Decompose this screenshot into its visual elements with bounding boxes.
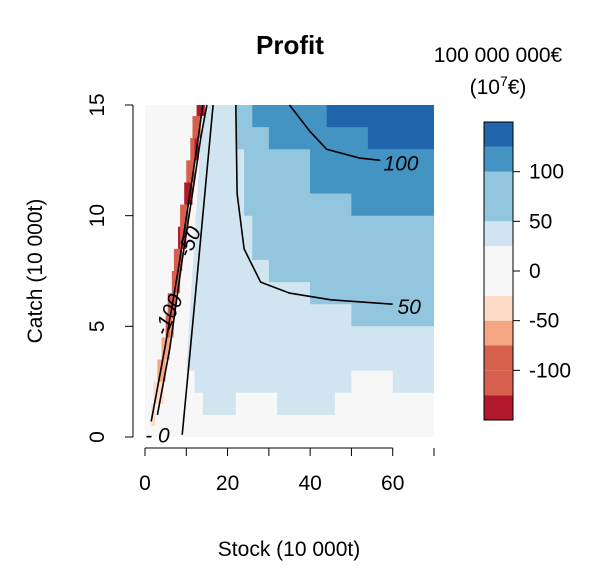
y-axis: 0 5 10 15 (86, 93, 134, 443)
color-legend: 100 000 000€ (107€) 100 50 0 -50 -100 (434, 44, 571, 421)
contour-line (181, 104, 214, 435)
heat-cell (196, 105, 205, 117)
x-tick-label: 40 (298, 472, 321, 495)
y-tick-label: 10 (86, 204, 109, 227)
x-axis: 0 20 40 60 (139, 447, 435, 495)
heat-cell (161, 337, 170, 360)
contour-label: 50 (398, 296, 422, 319)
legend-swatch (484, 345, 513, 371)
legend-swatch (484, 295, 513, 321)
heat-cell (192, 116, 201, 139)
heat-region-100_150 (326, 105, 434, 150)
y-tick-label: 5 (86, 320, 109, 332)
legend-swatch (484, 395, 513, 420)
legend-units-line2: (107€) (470, 73, 527, 99)
contour-line (288, 104, 381, 162)
heat-cell (190, 138, 195, 161)
heat-cell (173, 248, 183, 271)
heat-cell (151, 403, 156, 426)
legend-swatch (484, 320, 513, 346)
legend-swatch (484, 370, 513, 396)
heat-cell (169, 315, 174, 338)
legend-swatch (484, 122, 513, 147)
legend-units-line1: 100 000 000€ (434, 44, 563, 67)
contour-line (235, 104, 393, 305)
legend-swatch (484, 246, 513, 296)
contour-line (150, 104, 204, 422)
contour-label: 100 (383, 152, 418, 175)
legend-tick-label: -100 (529, 359, 571, 382)
legend-swatch (484, 146, 513, 172)
legend-tick-label: 50 (529, 210, 552, 233)
legend-swatch (484, 171, 513, 197)
contour-label: - 0 (145, 425, 170, 448)
x-tick-label: 0 (139, 472, 151, 495)
chart-title: Profit (256, 30, 324, 60)
heat-cell (180, 226, 185, 249)
legend-tick-label: -50 (529, 310, 559, 333)
y-tick-label: 0 (86, 431, 109, 443)
contour-line (156, 104, 208, 416)
legend-units-base: (10 (470, 76, 500, 99)
legend-units-exponent: 7 (500, 73, 508, 89)
y-axis-label: Catch (10 000t) (24, 199, 47, 344)
legend-swatch (484, 196, 513, 222)
heat-cell (180, 204, 189, 227)
legend-swatch (484, 221, 513, 247)
x-tick-label: 20 (216, 472, 239, 495)
legend-units-end: €) (508, 76, 527, 99)
legend-tick-label: 0 (529, 260, 541, 283)
x-tick-label: 60 (381, 472, 404, 495)
y-tick-label: 15 (86, 93, 109, 116)
heat-cell (157, 359, 166, 382)
heat-cell (186, 160, 195, 183)
x-axis-label: Stock (10 000t) (218, 538, 360, 561)
heat-cell (184, 182, 193, 205)
legend-tick-label: 100 (529, 161, 564, 184)
